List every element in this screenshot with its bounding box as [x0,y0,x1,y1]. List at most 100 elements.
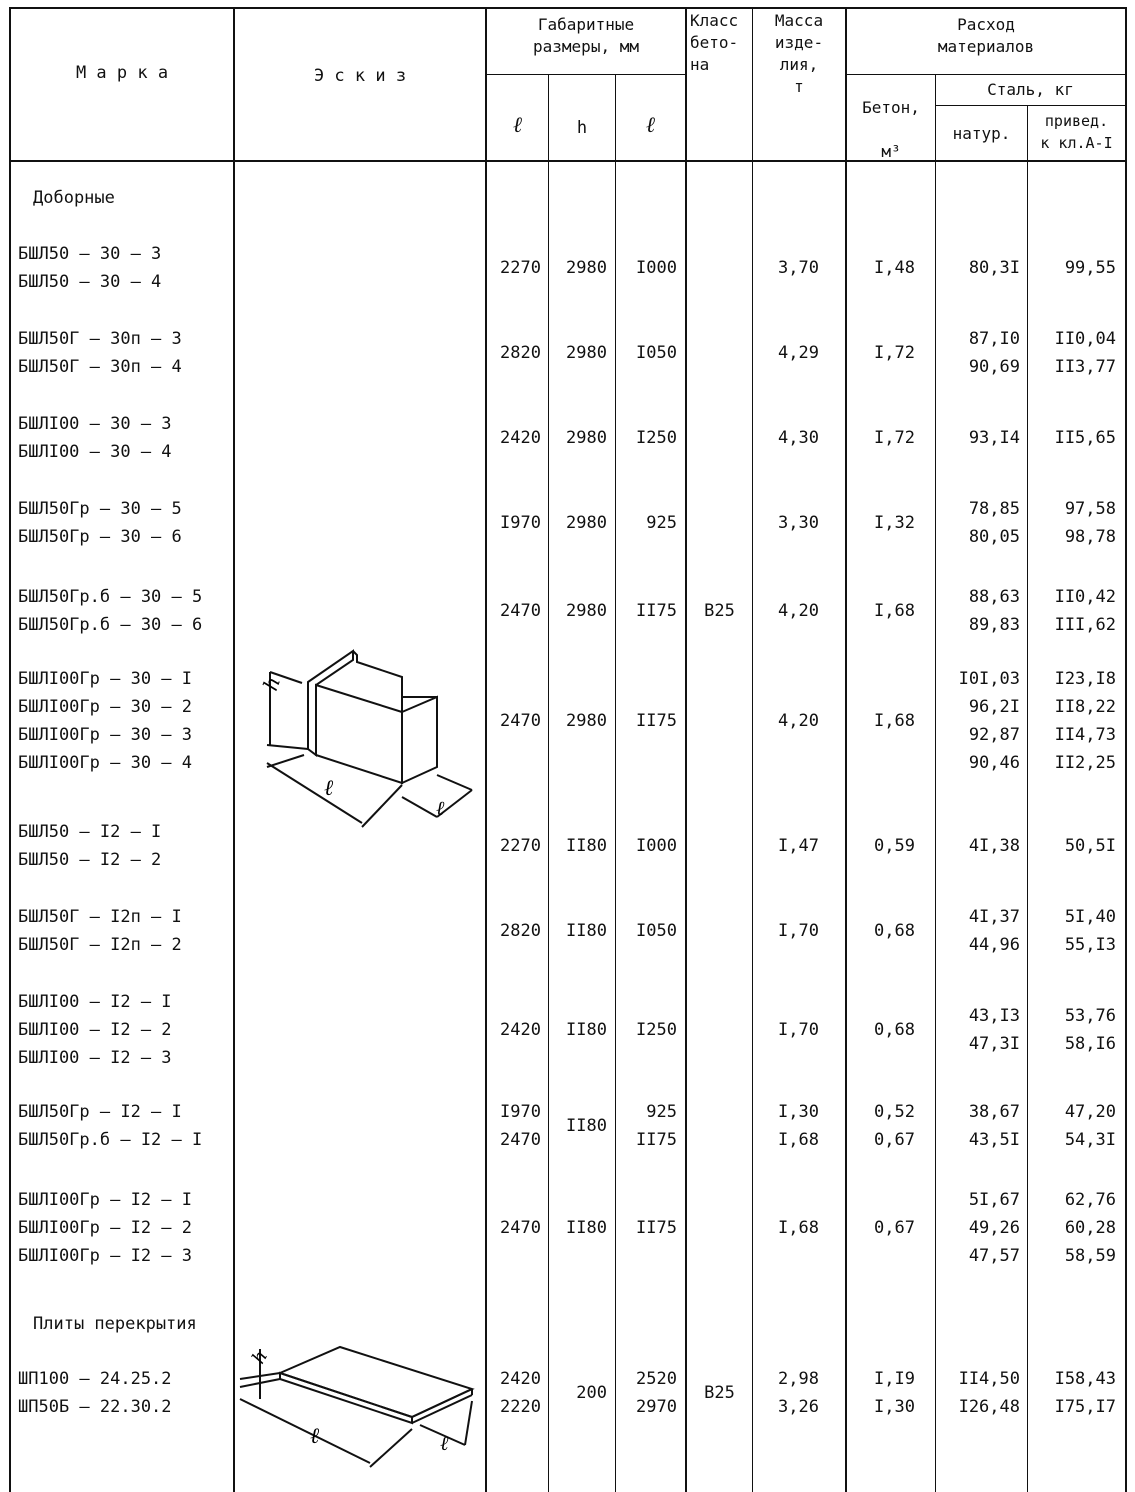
grid-line [752,7,753,1492]
cell-l: 2270 [500,258,541,278]
cell-natur: 4I,37 [968,907,1020,927]
header-concrete: Бетон, м³ [862,98,920,161]
cell-concrete-class: B25 [704,1383,735,1403]
cell-priv: II0,42 [1054,587,1116,607]
cell-priv: 58,59 [1064,1246,1116,1266]
cell-natur: 78,85 [968,499,1020,519]
cell-l: 2220 [500,1397,541,1417]
cell-mass: 4,20 [778,711,819,731]
item-mark: ШП50Б – 22.30.2 [18,1397,172,1417]
item-mark: БШЛ50Гр – I2 – I [18,1102,182,1122]
header-bottom-line [9,160,1127,162]
cell-b: II75 [636,1130,677,1150]
cell-priv: 99,55 [1064,258,1116,278]
slab-sketch-icon: h ℓ ℓ [239,1345,475,1468]
cell-mass: I,30 [778,1102,819,1122]
cell-l: 2470 [500,601,541,621]
grid-line [485,7,487,1492]
cell-h: II80 [566,1116,607,1136]
cell-mass: I,47 [778,836,819,856]
cell-mass: 3,26 [778,1397,819,1417]
cell-mass: I,68 [778,1218,819,1238]
grid-line [845,7,847,1492]
cell-l: 2820 [500,921,541,941]
cell-mass: 4,20 [778,601,819,621]
cell-natur: II4,50 [958,1369,1020,1389]
cell-beton: I,72 [874,343,915,363]
cell-natur: 96,2I [968,697,1020,717]
cell-concrete-class: B25 [704,601,735,621]
cell-priv: 55,I3 [1064,935,1116,955]
cell-h: 2980 [566,601,607,621]
grid-line [233,7,235,1492]
item-mark: БШЛ50Гр.б – 30 – 5 [18,587,203,607]
cell-beton: 0,52 [874,1102,915,1122]
grid-line [685,7,687,1492]
cell-priv: II8,22 [1054,697,1116,717]
item-mark: БШЛI00Гр – 30 – 4 [18,753,192,773]
header-width: ℓ [645,113,656,138]
item-mark: БШЛ50Гр.б – I2 – I [18,1130,203,1150]
cell-natur: 92,87 [968,725,1020,745]
cell-b: 925 [646,1102,677,1122]
item-mark: БШЛI00Гр – I2 – I [18,1190,192,1210]
grid-line [845,74,1127,75]
cell-b: I000 [636,836,677,856]
header-steel-reduced: привед. к кл.А-I [1040,112,1113,152]
cell-priv: II5,65 [1054,428,1116,448]
cell-natur: 44,96 [968,935,1020,955]
cell-priv: II3,77 [1054,357,1116,377]
cell-l: I970 [500,513,541,533]
item-mark: БШЛ50 – 30 – 3 [18,244,162,264]
item-mark: БШЛ50Г – 30п – 4 [18,357,182,377]
cell-natur: 89,83 [968,615,1020,635]
header-length: ℓ [512,113,523,138]
cell-natur: 43,5I [968,1130,1020,1150]
cell-l: 2270 [500,836,541,856]
header-dimensions: Габаритные размеры, мм [533,15,639,56]
cell-b: II75 [636,1218,677,1238]
cell-mass: 3,70 [778,258,819,278]
item-mark: БШЛI00Гр – 30 – 3 [18,725,192,745]
cell-b: II75 [636,601,677,621]
cell-b: I050 [636,921,677,941]
cell-priv: II0,04 [1054,329,1116,349]
cell-b: 2520 [636,1369,677,1389]
cell-h: II80 [566,1020,607,1040]
cell-beton: I,30 [874,1397,915,1417]
cell-h: 2980 [566,343,607,363]
cell-priv: I58,43 [1054,1369,1116,1389]
cell-priv: 50,5I [1064,836,1116,856]
header-height: h [576,118,588,138]
cell-l: 2470 [500,711,541,731]
cell-natur: 80,05 [968,527,1020,547]
cell-h: 2980 [566,513,607,533]
item-mark: БШЛI00Гр – I2 – 2 [18,1218,192,1238]
cell-priv: 97,58 [1064,499,1116,519]
cell-priv: III,62 [1054,615,1116,635]
cell-natur: I0I,03 [958,669,1020,689]
cell-natur: I26,48 [958,1397,1020,1417]
cell-l: I970 [500,1102,541,1122]
grid-line [615,75,616,1492]
section-title-additional: Доборные [33,188,115,208]
cell-h: II80 [566,836,607,856]
cell-beton: 0,68 [874,921,915,941]
cell-natur: 47,3I [968,1034,1020,1054]
cell-l: 2420 [500,1369,541,1389]
cell-b: I250 [636,1020,677,1040]
cell-l: 2420 [500,428,541,448]
cell-natur: 93,I4 [968,428,1020,448]
cell-beton: I,32 [874,513,915,533]
block-sketch-icon: h ℓ ℓ [258,649,473,828]
cell-h: 2980 [566,428,607,448]
cell-priv: 5I,40 [1064,907,1116,927]
cell-priv: 58,I6 [1064,1034,1116,1054]
item-mark: БШЛ50Г – I2п – I [18,907,182,927]
cell-beton: 0,59 [874,836,915,856]
cell-mass: 4,29 [778,343,819,363]
cell-beton: I,68 [874,601,915,621]
cell-mass: I,70 [778,921,819,941]
cell-priv: 47,20 [1064,1102,1116,1122]
cell-b: I000 [636,258,677,278]
